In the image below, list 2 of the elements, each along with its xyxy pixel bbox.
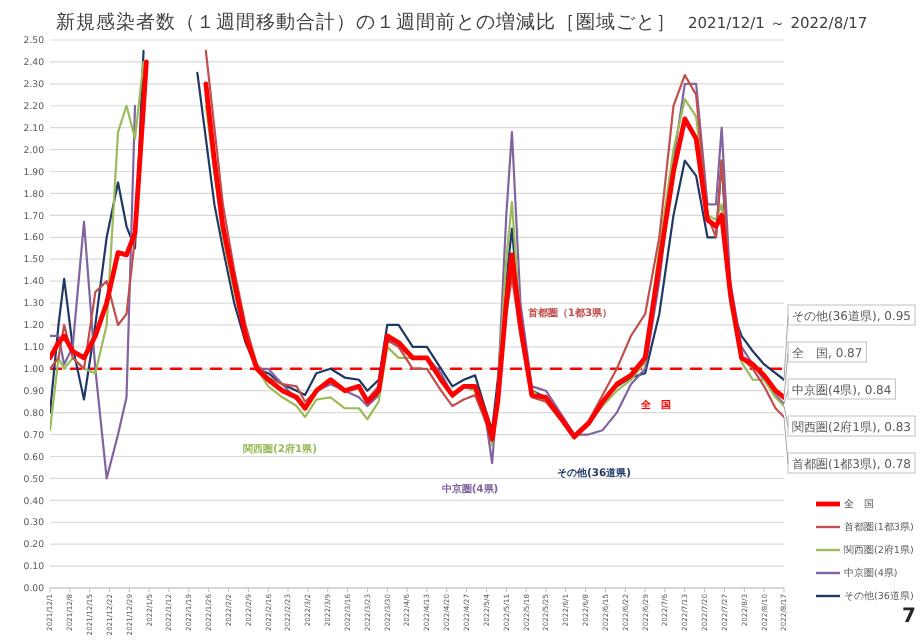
chart-title: 新規感染者数（１週間移動合計）の１週間前との増減比［圏域ごと］ (56, 10, 676, 34)
text: 7 (902, 606, 917, 628)
